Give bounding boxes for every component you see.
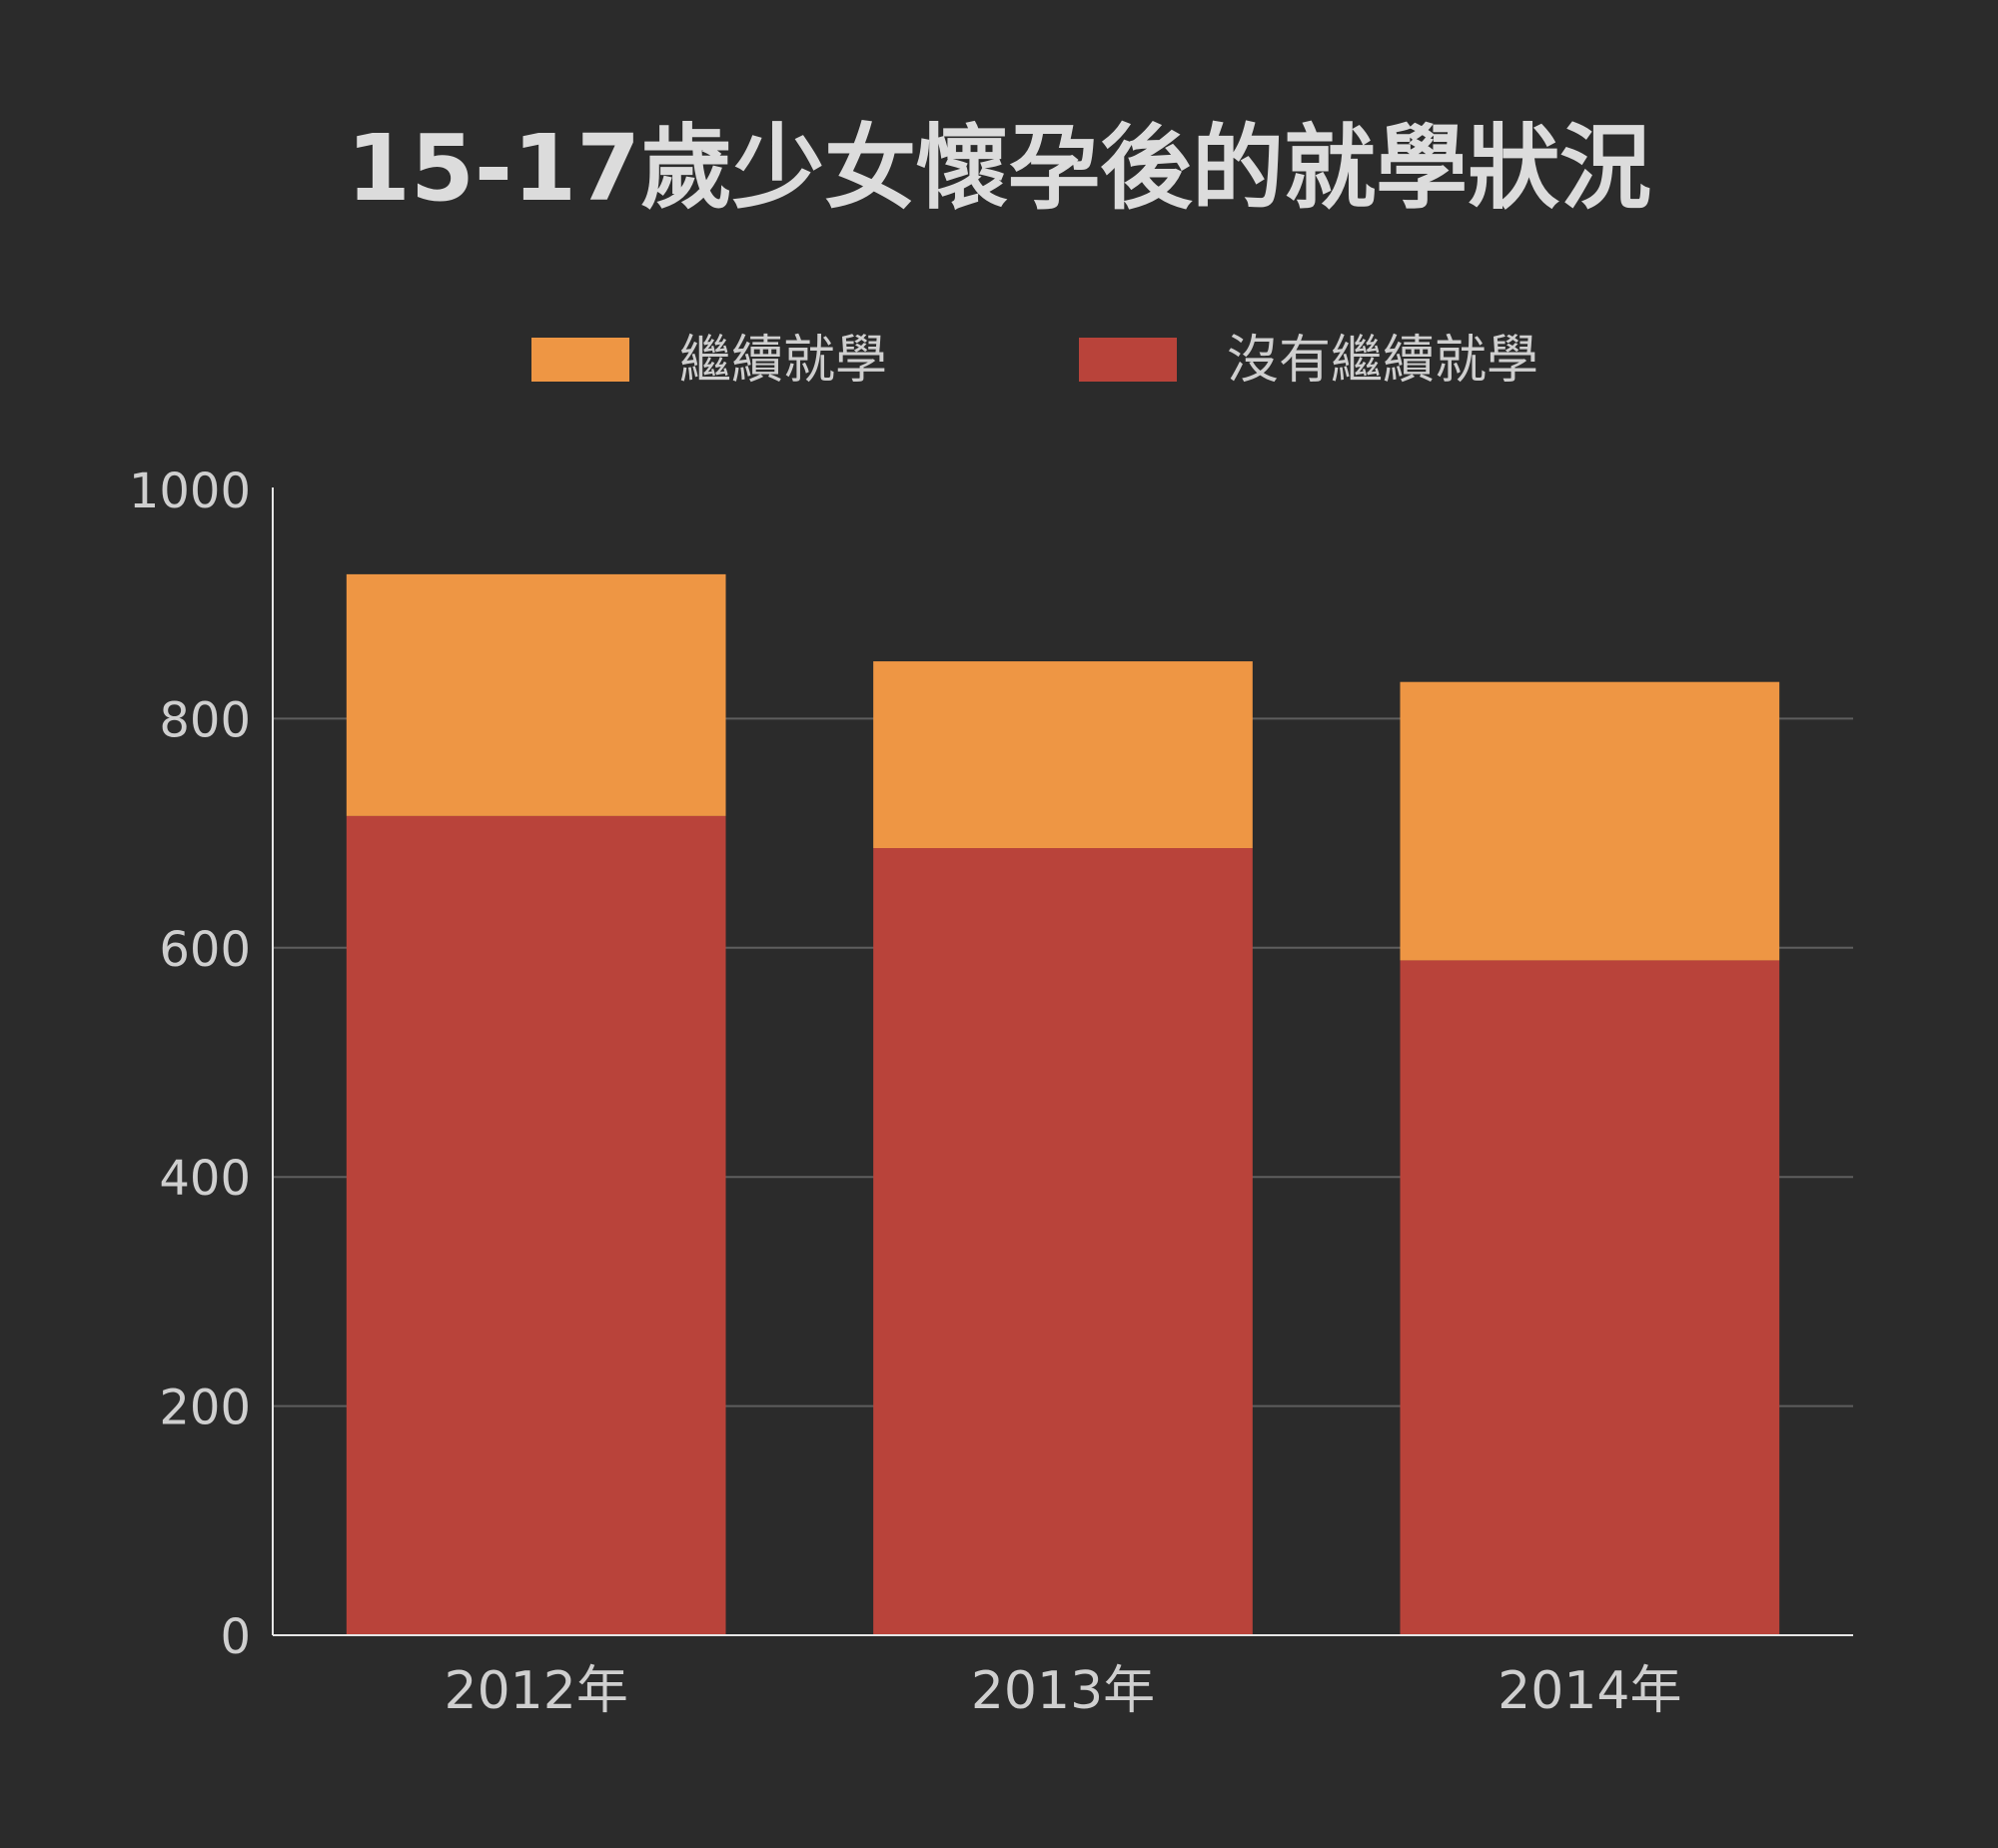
axes [272, 487, 1853, 1636]
y-tick-label: 800 [159, 692, 251, 748]
x-tick-labels: 2012年 2013年 2014年 [444, 1661, 1681, 1721]
legend-swatch [531, 338, 629, 382]
bars [346, 573, 1780, 1635]
y-tick-label: 1000 [129, 463, 251, 519]
y-tick-label: 600 [159, 922, 251, 978]
chart-title: 15-17歲少女懷孕後的就學狀況 [347, 115, 1651, 222]
legend-swatch [1079, 338, 1177, 382]
bar-not-continuing-0 [346, 815, 726, 1635]
bar-not-continuing-1 [873, 848, 1253, 1635]
legend-label: 繼續就學 [679, 331, 887, 391]
legend-label: 沒有繼續就學 [1227, 331, 1538, 391]
legend: 繼續就學 沒有繼續就學 [531, 331, 1538, 391]
bar-continuing-2 [1400, 681, 1780, 961]
bar-continuing-1 [873, 661, 1253, 849]
y-tick-label: 0 [220, 1609, 251, 1665]
bar-continuing-0 [346, 573, 726, 816]
x-tick-label: 2014年 [1498, 1661, 1681, 1721]
bar-not-continuing-2 [1400, 960, 1780, 1635]
y-tick-labels: 0 200 400 600 800 1000 [129, 463, 251, 1665]
y-tick-label: 400 [159, 1151, 251, 1207]
x-tick-label: 2012年 [444, 1661, 627, 1721]
y-tick-label: 200 [159, 1381, 251, 1436]
x-tick-label: 2013年 [971, 1661, 1155, 1721]
